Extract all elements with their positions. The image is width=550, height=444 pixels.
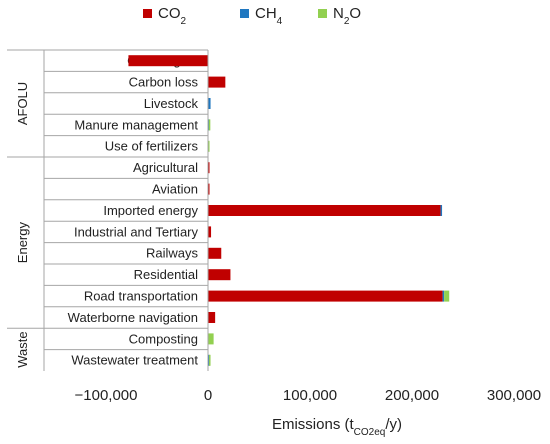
- category-label-railways: Railways: [146, 246, 199, 261]
- category-label-wastewater-treatment: Wastewater treatment: [71, 353, 198, 368]
- bar-industrial-and-tertiary-co2: [208, 226, 212, 238]
- group-label-afolu: AFOLU: [15, 82, 30, 125]
- category-label-road-transportation: Road transportation: [84, 289, 198, 304]
- category-label-use-of-fertilizers: Use of fertilizers: [105, 139, 199, 154]
- bar-manure-management-n2o: [208, 119, 211, 131]
- bar-wastewater-treatment-n2o: [209, 354, 211, 366]
- bar-residential-co2: [208, 269, 231, 281]
- x-tick-label: 200,000: [385, 387, 439, 404]
- category-label-agricultural: Agricultural: [133, 160, 198, 175]
- x-axis-title: Emissions (tCO2eq/y): [272, 416, 402, 438]
- bar-imported-energy-ch4: [440, 205, 443, 216]
- bar-road-transportation-ch4: [442, 290, 445, 302]
- category-label-carbon-loss: Carbon loss: [129, 75, 199, 90]
- legend-label-n2o: N2O: [333, 5, 361, 27]
- group-label-waste: Waste: [15, 331, 30, 367]
- category-label-composting: Composting: [129, 331, 198, 346]
- bar-road-transportation-co2: [208, 290, 443, 302]
- legend: CO2 CH4 N2O: [143, 5, 361, 27]
- bar-agricultural-co2: [208, 162, 210, 174]
- category-label-industrial-and-tertiary: Industrial and Tertiary: [74, 224, 199, 239]
- bar-waterborne-navigation-co2: [208, 312, 216, 323]
- bar-imported-energy-co2: [208, 205, 441, 216]
- bar-livestock-ch4: [208, 98, 211, 109]
- category-label-waterborne-navigation: Waterborne navigation: [68, 310, 198, 325]
- x-axis: −100,000 0 100,000 200,000 300,000 Emissions …: [75, 50, 541, 438]
- x-tick-label: 0: [204, 387, 212, 404]
- bar-carbon-gain-co2: [128, 55, 208, 67]
- bar-composting-n2o: [208, 333, 214, 345]
- legend-swatch-n2o: [318, 9, 327, 18]
- bar-wastewater-treatment-ch4: [208, 354, 210, 366]
- category-label-manure-management: Manure management: [74, 117, 198, 132]
- category-label-aviation: Aviation: [152, 182, 198, 197]
- bar-railways-co2: [208, 247, 222, 259]
- legend-swatch-ch4: [240, 9, 249, 18]
- x-tick-label: 300,000: [487, 387, 541, 404]
- group-label-energy: Energy: [15, 222, 30, 264]
- bar-road-transportation-n2o: [444, 290, 450, 302]
- category-label-residential: Residential: [134, 267, 198, 282]
- legend-label-ch4: CH4: [255, 5, 283, 27]
- bar-carbon-loss-co2: [208, 76, 226, 88]
- category-label-imported-energy: Imported energy: [103, 203, 198, 218]
- category-label-livestock: Livestock: [144, 96, 199, 111]
- x-tick-label: −100,000: [75, 387, 138, 404]
- bar-use-of-fertilizers-n2o: [208, 140, 210, 152]
- bar-aviation-co2: [208, 183, 210, 195]
- legend-swatch-co2: [143, 9, 152, 18]
- legend-label-co2: CO2: [158, 5, 187, 27]
- bar-manure-management-ch4: [208, 119, 210, 131]
- x-tick-label: 100,000: [283, 387, 337, 404]
- bars: [128, 55, 450, 366]
